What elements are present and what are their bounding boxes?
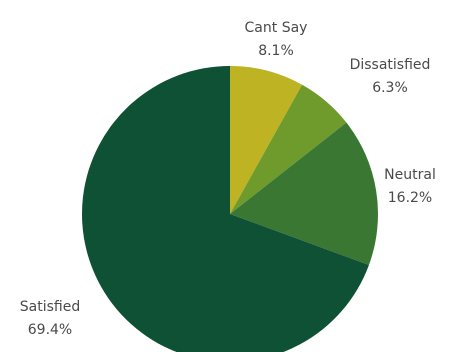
pie-slice-cant-say bbox=[230, 66, 303, 214]
pie-labels: Cant Say 8.1% Dissatisfied 6.3% Neutral 16.2%… bbox=[20, 20, 436, 338]
pie-slice-dissatisfied bbox=[230, 84, 347, 214]
pie-slice-satisfied bbox=[81, 66, 369, 352]
slice-label-value: 6.3% bbox=[372, 80, 408, 96]
pie-slice-neutral bbox=[230, 122, 378, 266]
slice-label-name: Cant Say bbox=[245, 20, 308, 36]
slice-label-value: 69.4% bbox=[28, 322, 72, 338]
pie-slices bbox=[81, 66, 378, 352]
slice-label-value: 16.2% bbox=[388, 190, 432, 206]
slice-label-name: Satisfied bbox=[20, 299, 80, 315]
slice-label-name: Neutral bbox=[384, 167, 436, 183]
slice-label-name: Dissatisfied bbox=[350, 57, 431, 73]
slice-label-value: 8.1% bbox=[258, 43, 294, 59]
